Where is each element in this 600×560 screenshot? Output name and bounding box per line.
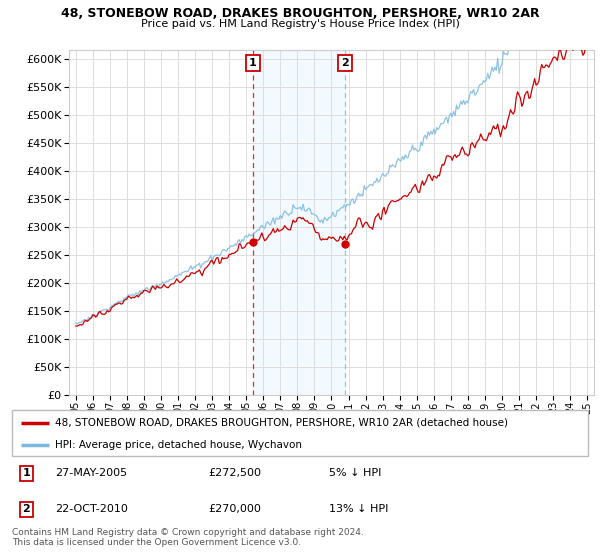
Text: 27-MAY-2005: 27-MAY-2005	[55, 468, 127, 478]
Text: £272,500: £272,500	[208, 468, 261, 478]
Text: 2: 2	[22, 505, 30, 515]
Text: 48, STONEBOW ROAD, DRAKES BROUGHTON, PERSHORE, WR10 2AR (detached house): 48, STONEBOW ROAD, DRAKES BROUGHTON, PER…	[55, 418, 508, 428]
Text: 1: 1	[22, 468, 30, 478]
Bar	[253, 50, 345, 395]
Text: Price paid vs. HM Land Registry's House Price Index (HPI): Price paid vs. HM Land Registry's House …	[140, 19, 460, 29]
Text: Contains HM Land Registry data © Crown copyright and database right 2024.
This d: Contains HM Land Registry data © Crown c…	[12, 528, 364, 547]
Text: 5% ↓ HPI: 5% ↓ HPI	[329, 468, 381, 478]
Text: 2: 2	[341, 58, 349, 68]
Text: 22-OCT-2010: 22-OCT-2010	[55, 505, 128, 515]
Text: £270,000: £270,000	[208, 505, 261, 515]
Text: HPI: Average price, detached house, Wychavon: HPI: Average price, detached house, Wych…	[55, 440, 302, 450]
Text: 48, STONEBOW ROAD, DRAKES BROUGHTON, PERSHORE, WR10 2AR: 48, STONEBOW ROAD, DRAKES BROUGHTON, PER…	[61, 7, 539, 20]
Text: 1: 1	[249, 58, 257, 68]
Text: 13% ↓ HPI: 13% ↓ HPI	[329, 505, 388, 515]
